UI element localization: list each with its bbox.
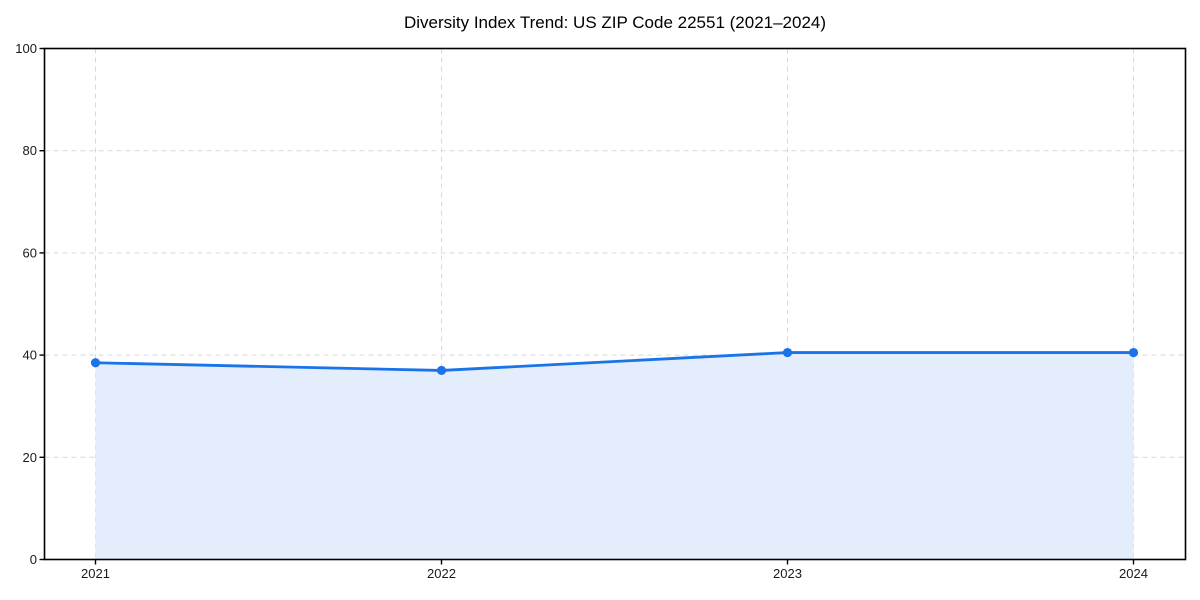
x-tick-label: 2024 [1119, 566, 1148, 581]
trend-line [94, 351, 1135, 372]
y-tick-label: 0 [30, 552, 37, 567]
y-tick-label: 60 [23, 245, 37, 260]
y-tick-label: 80 [23, 143, 37, 158]
data-point-marker [1128, 347, 1139, 358]
x-tick-label: 2022 [427, 566, 456, 581]
x-tick-label: 2021 [81, 566, 110, 581]
chart-title: Diversity Index Trend: US ZIP Code 22551… [403, 13, 827, 32]
area-fill [95, 352, 1134, 560]
data-point-marker [782, 347, 793, 358]
data-point-marker [436, 365, 447, 376]
data-point-marker [90, 358, 101, 368]
y-tick-label: 20 [23, 450, 37, 465]
x-tick-label: 2023 [773, 566, 802, 581]
y-tick-label: 100 [15, 41, 37, 56]
y-tick-label: 40 [23, 348, 37, 363]
plot-frame [43, 47, 1187, 561]
